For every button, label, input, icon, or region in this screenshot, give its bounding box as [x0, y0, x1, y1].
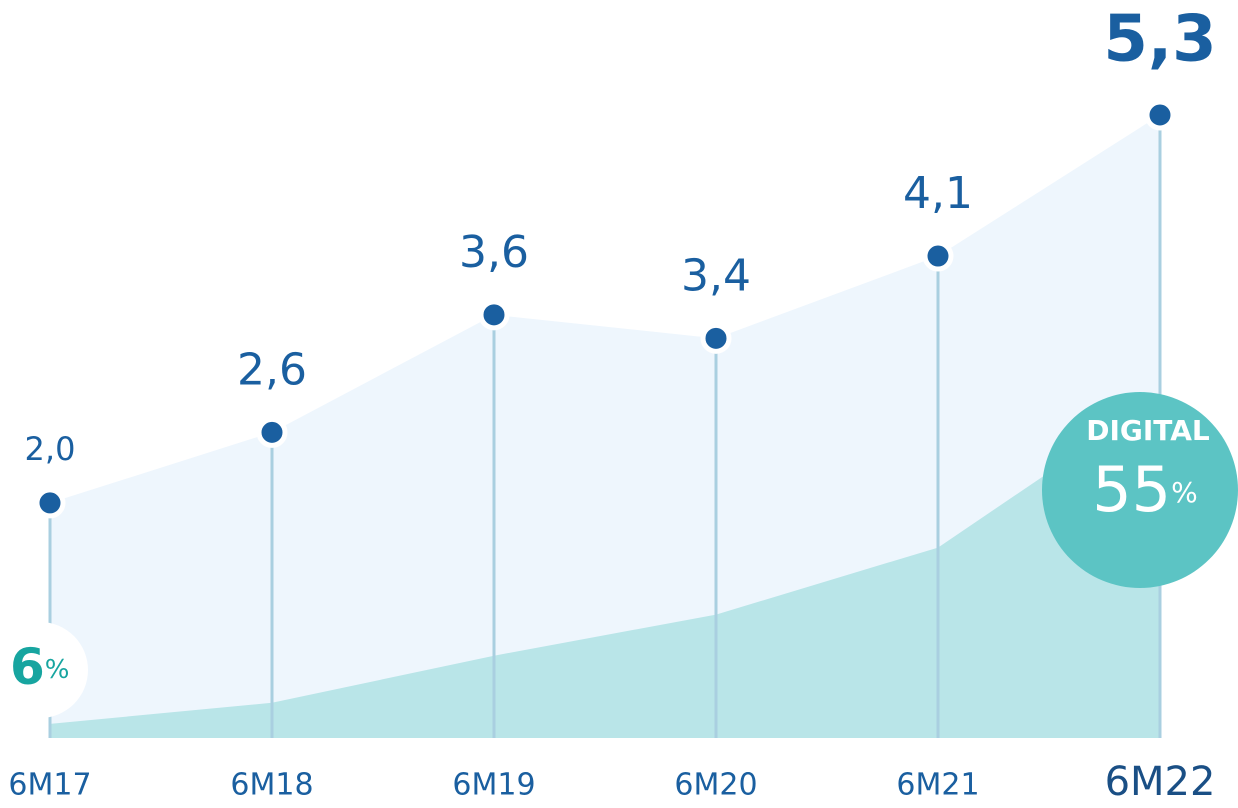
x-tick-label: 6M21	[896, 768, 979, 803]
value-label: 2,6	[237, 344, 307, 395]
x-tick-label: 6M19	[452, 768, 535, 803]
digital-area	[50, 397, 1160, 738]
point	[256, 416, 288, 448]
value-label: 2,0	[25, 430, 76, 468]
digital-share-value: 55	[1092, 453, 1171, 526]
value-label: 3,4	[681, 250, 751, 301]
start-share-value: 6	[10, 638, 45, 696]
digital-label: DIGITAL	[1086, 414, 1210, 447]
start-badge	[0, 622, 88, 718]
x-tick-label: 6M22	[1105, 759, 1216, 805]
point	[478, 299, 510, 331]
value-label: 4,1	[903, 168, 973, 219]
x-tick-label: 6M20	[674, 768, 757, 803]
start-share-unit: %	[45, 655, 70, 685]
value-label: 3,6	[459, 227, 529, 278]
digital-share-unit: %	[1171, 476, 1198, 509]
value-label: 5,3	[1103, 3, 1216, 77]
point	[700, 322, 732, 354]
digital-share: 55%	[1092, 453, 1198, 526]
x-tick-label: 6M17	[8, 768, 91, 803]
x-tick-label: 6M18	[230, 768, 313, 803]
point	[1144, 99, 1176, 131]
digital-badge	[1042, 392, 1238, 588]
start-share: 6%	[10, 638, 70, 696]
areas	[50, 115, 1160, 738]
points: 2,0 6M17 2,6 6M18 3,6 6M19 3,4 6M20 4,1 6M21 5,3 6M…	[8, 3, 1216, 805]
point	[922, 240, 954, 272]
point	[34, 487, 66, 519]
